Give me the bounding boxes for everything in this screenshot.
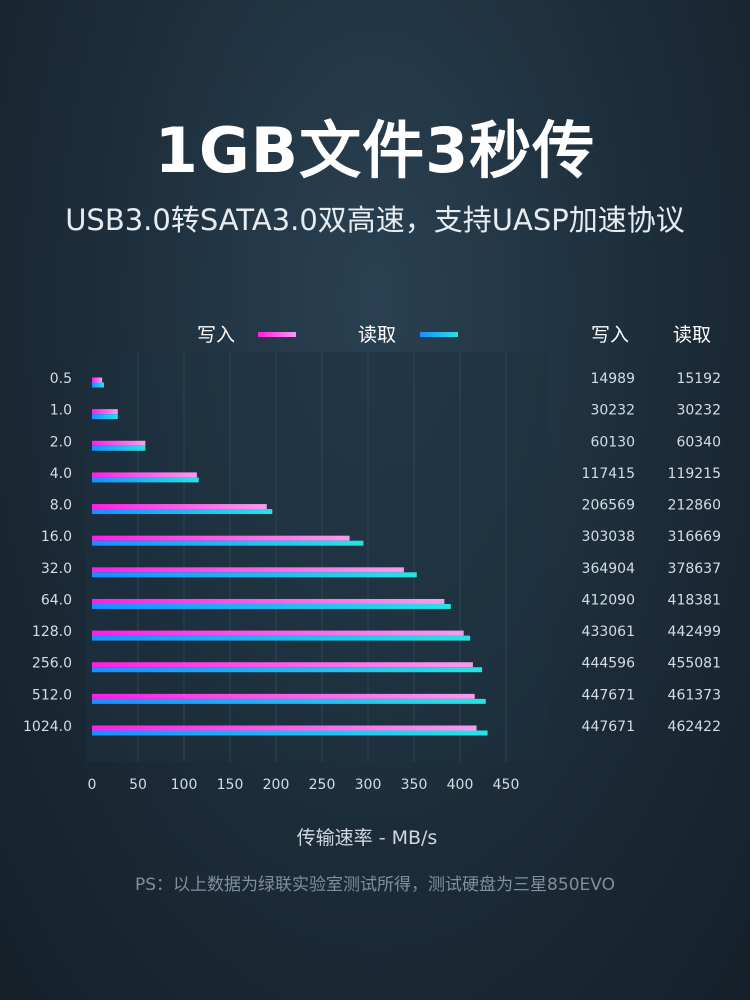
bar-read	[92, 477, 199, 483]
legend-read-swatch	[420, 332, 458, 337]
bar-write	[92, 440, 146, 446]
category-label: 128.0	[32, 624, 72, 640]
table-cell-read: 316669	[668, 529, 721, 545]
table-cell-write: 303038	[582, 529, 635, 545]
table-cell-read: 442499	[668, 624, 721, 640]
page-title: 1GB文件3秒传	[154, 114, 596, 187]
x-tick-label: 350	[401, 777, 428, 793]
legend: 写入 读取	[197, 324, 458, 346]
table-cell-write: 30232	[590, 403, 635, 419]
category-label: 1024.0	[23, 719, 72, 735]
legend-write-swatch	[258, 332, 296, 337]
bar-read	[92, 445, 146, 451]
table-cell-read: 15192	[676, 371, 721, 387]
page-subtitle: USB3.0转SATA3.0双高速，支持UASP加速协议	[65, 203, 685, 237]
plot-area	[86, 352, 548, 762]
table-header-read: 读取	[673, 324, 711, 346]
x-tick-label: 250	[309, 777, 336, 793]
table-cell-write: 447671	[582, 719, 635, 735]
category-label: 0.5	[50, 371, 72, 387]
x-tick-label: 300	[355, 777, 382, 793]
bar-read	[92, 414, 118, 420]
footnote: PS：以上数据为绿联实验室测试所得，测试硬盘为三星850EVO	[135, 875, 615, 895]
x-axis-title: 传输速率 - MB/s	[296, 827, 438, 849]
bar-read	[92, 382, 104, 388]
bar-write	[92, 567, 404, 573]
bar-read	[92, 540, 364, 546]
category-label: 4.0	[50, 466, 72, 482]
table-cell-read: 462422	[668, 719, 721, 735]
category-label: 32.0	[41, 561, 72, 577]
x-tick-label: 450	[493, 777, 520, 793]
bar-write	[92, 409, 118, 415]
bar-write	[92, 472, 197, 478]
bar-read	[92, 603, 451, 609]
bar-write	[92, 504, 267, 510]
grid-lines	[137, 352, 507, 762]
bar-read	[92, 667, 483, 673]
table-cell-write: 206569	[582, 498, 635, 514]
category-label: 8.0	[50, 498, 72, 514]
category-label: 64.0	[41, 592, 72, 608]
chart-rows: 0.5 14989 15192 1.0 30232 30232 2.0 60130 60340 4…	[23, 371, 721, 736]
legend-write-label: 写入	[197, 324, 235, 346]
table-cell-read: 461373	[668, 687, 721, 703]
x-tick-label: 400	[447, 777, 474, 793]
bar-write	[92, 598, 445, 604]
bar-write	[92, 662, 473, 668]
category-label: 16.0	[41, 529, 72, 545]
table-cell-write: 117415	[582, 466, 635, 482]
x-tick-label: 200	[263, 777, 290, 793]
x-axis-ticks: 0 50 100 150 200 250 300 350 400 450	[88, 777, 520, 793]
table-cell-write: 412090	[582, 592, 635, 608]
category-label: 512.0	[32, 687, 72, 703]
bar-read	[92, 572, 417, 578]
bar-read	[92, 635, 471, 641]
table-cell-read: 60340	[676, 434, 721, 450]
x-tick-label: 50	[129, 777, 147, 793]
table-header-write: 写入	[591, 324, 629, 346]
x-tick-label: 150	[217, 777, 244, 793]
bar-write	[92, 725, 477, 731]
bar-write	[92, 377, 103, 383]
bar-read	[92, 698, 486, 704]
table-cell-read: 119215	[668, 466, 721, 482]
table-cell-read: 30232	[676, 403, 721, 419]
table-cell-write: 14989	[590, 371, 635, 387]
table-cell-write: 364904	[582, 561, 636, 577]
legend-read-label: 读取	[358, 324, 396, 346]
category-label: 1.0	[50, 403, 72, 419]
bar-read	[92, 730, 488, 736]
table-cell-read: 378637	[668, 561, 721, 577]
x-tick-label: 100	[171, 777, 198, 793]
bar-read	[92, 509, 273, 515]
bar-write	[92, 535, 350, 541]
bar-write	[92, 693, 475, 699]
table-cell-read: 212860	[668, 498, 721, 514]
table-cell-write: 444596	[582, 656, 636, 672]
category-label: 2.0	[50, 434, 72, 450]
category-label: 256.0	[32, 656, 72, 672]
table-cell-write: 433061	[582, 624, 635, 640]
table-cell-read: 455081	[668, 656, 721, 672]
bar-write	[92, 630, 464, 636]
table-cell-write: 447671	[582, 687, 635, 703]
table-cell-read: 418381	[668, 592, 721, 608]
table-cell-write: 60130	[590, 434, 635, 450]
x-tick-label: 0	[88, 777, 97, 793]
